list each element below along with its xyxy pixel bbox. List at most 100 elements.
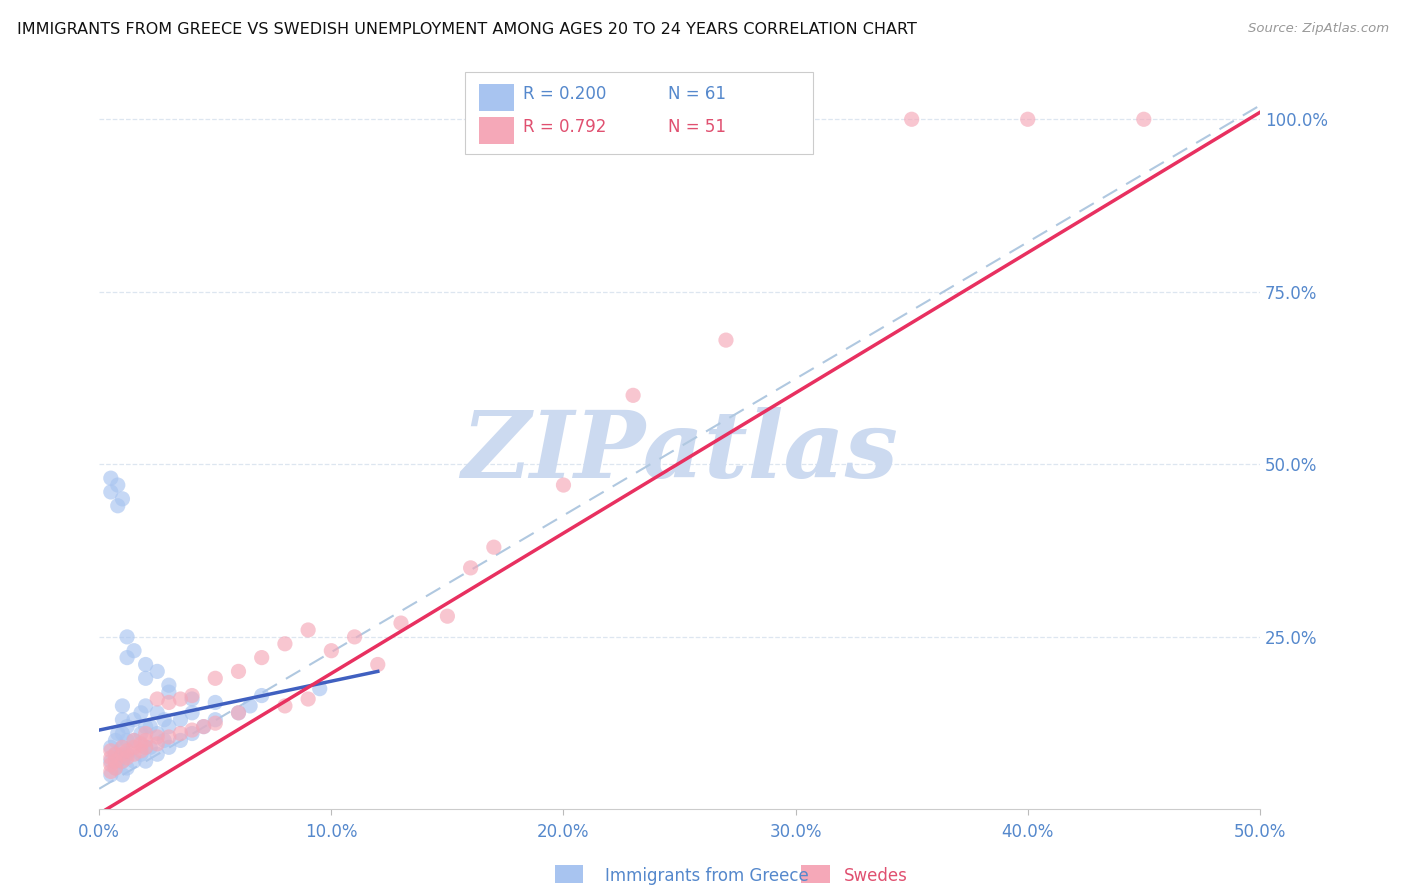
Point — [460, 561, 482, 575]
Point — [100, 757, 122, 772]
Point — [193, 720, 215, 734]
Point — [146, 747, 169, 762]
Point — [204, 716, 226, 731]
Point — [115, 650, 138, 665]
Point — [129, 737, 152, 751]
Point — [157, 696, 180, 710]
Point — [122, 643, 145, 657]
Point — [169, 713, 191, 727]
Point — [157, 740, 180, 755]
Point — [228, 706, 250, 720]
Point — [100, 471, 122, 485]
Point — [135, 720, 157, 734]
Point — [104, 747, 127, 762]
Point — [274, 637, 297, 651]
Point — [111, 747, 134, 762]
Point — [111, 726, 134, 740]
Point — [122, 747, 145, 762]
Point — [321, 643, 343, 657]
Point — [135, 698, 157, 713]
Point — [1133, 112, 1156, 127]
Point — [104, 761, 127, 775]
Point — [111, 698, 134, 713]
Point — [107, 499, 129, 513]
Point — [100, 744, 122, 758]
Point — [146, 706, 169, 720]
Point — [104, 754, 127, 768]
Point — [104, 747, 127, 762]
Text: R = 0.792: R = 0.792 — [523, 118, 606, 136]
Point — [135, 671, 157, 685]
Point — [111, 491, 134, 506]
Point — [553, 478, 575, 492]
Text: R = 0.200: R = 0.200 — [523, 85, 606, 103]
Point — [122, 733, 145, 747]
Point — [204, 671, 226, 685]
Point — [129, 726, 152, 740]
Point — [297, 692, 319, 706]
Point — [157, 678, 180, 692]
Point — [250, 689, 273, 703]
Point — [107, 754, 129, 768]
FancyBboxPatch shape — [479, 117, 513, 144]
Point — [181, 689, 204, 703]
Point — [139, 740, 162, 755]
Point — [139, 720, 162, 734]
Point — [389, 616, 412, 631]
Point — [111, 740, 134, 755]
Point — [146, 737, 169, 751]
FancyBboxPatch shape — [465, 71, 813, 153]
Point — [100, 768, 122, 782]
Point — [115, 720, 138, 734]
Point — [157, 730, 180, 744]
Point — [122, 713, 145, 727]
Point — [204, 696, 226, 710]
Point — [135, 740, 157, 755]
Point — [115, 744, 138, 758]
Text: Source: ZipAtlas.com: Source: ZipAtlas.com — [1249, 22, 1389, 36]
Text: IMMIGRANTS FROM GREECE VS SWEDISH UNEMPLOYMENT AMONG AGES 20 TO 24 YEARS CORRELA: IMMIGRANTS FROM GREECE VS SWEDISH UNEMPL… — [17, 22, 917, 37]
Point — [100, 740, 122, 755]
Point — [228, 706, 250, 720]
Point — [146, 726, 169, 740]
Point — [129, 706, 152, 720]
Point — [104, 733, 127, 747]
FancyBboxPatch shape — [479, 85, 513, 112]
Point — [111, 754, 134, 768]
Point — [115, 733, 138, 747]
Text: ZIPatlas: ZIPatlas — [461, 407, 898, 497]
Point — [153, 713, 176, 727]
Point — [181, 723, 204, 737]
Point — [157, 685, 180, 699]
Point — [169, 733, 191, 747]
Point — [228, 665, 250, 679]
Point — [181, 692, 204, 706]
Point — [239, 698, 262, 713]
Point — [100, 754, 122, 768]
Point — [436, 609, 458, 624]
Point — [714, 333, 737, 347]
Point — [111, 754, 134, 768]
Point — [181, 706, 204, 720]
Point — [621, 388, 644, 402]
Point — [115, 630, 138, 644]
Point — [129, 744, 152, 758]
Text: N = 51: N = 51 — [668, 118, 725, 136]
Point — [482, 540, 505, 554]
Point — [115, 747, 138, 762]
Point — [204, 713, 226, 727]
Text: Immigrants from Greece: Immigrants from Greece — [605, 867, 808, 885]
Point — [111, 740, 134, 755]
Point — [107, 478, 129, 492]
Text: Swedes: Swedes — [844, 867, 907, 885]
Point — [181, 726, 204, 740]
Point — [308, 681, 330, 696]
Point — [100, 750, 122, 764]
Point — [104, 761, 127, 775]
Point — [274, 698, 297, 713]
Point — [107, 726, 129, 740]
Point — [122, 754, 145, 768]
Point — [135, 733, 157, 747]
Point — [146, 665, 169, 679]
Point — [100, 764, 122, 779]
